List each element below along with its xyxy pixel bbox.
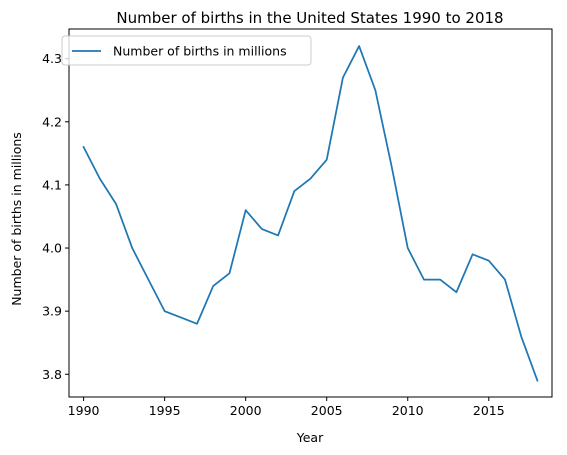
x-tick-label: 1995 [149, 403, 181, 418]
data-point [212, 285, 214, 287]
y-tick-label: 3.8 [42, 367, 62, 382]
y-axis-ticks: 3.8 3.9 4.0 4.1 4.2 4.3 [42, 51, 69, 382]
data-point [423, 278, 425, 280]
data-point [228, 272, 230, 274]
x-tick-label: 2000 [230, 403, 262, 418]
data-point [163, 310, 165, 312]
data-point [115, 203, 117, 205]
chart-title: Number of births in the United States 19… [116, 9, 503, 27]
x-tick-label: 2015 [473, 403, 505, 418]
y-tick-label: 3.9 [42, 304, 62, 319]
data-point [261, 228, 263, 230]
data-point [277, 234, 279, 236]
data-point [455, 291, 457, 293]
data-point [536, 379, 538, 381]
x-axis-label: Year [296, 430, 324, 445]
y-tick-label: 4.3 [42, 51, 62, 66]
data-point [471, 253, 473, 255]
data-point [504, 278, 506, 280]
data-point [407, 247, 409, 249]
data-point [342, 76, 344, 78]
y-tick-label: 4.1 [42, 177, 62, 192]
chart-legend: Number of births in millions [61, 35, 312, 66]
data-point [439, 278, 441, 280]
y-tick-label: 4.0 [42, 241, 62, 256]
y-tick-label: 4.2 [42, 114, 62, 129]
y-axis-label: Number of births in millions [9, 132, 24, 306]
x-tick-label: 2005 [311, 403, 343, 418]
x-tick-label: 2010 [392, 403, 424, 418]
data-point [147, 278, 149, 280]
data-point [131, 247, 133, 249]
axes-frame [68, 28, 553, 398]
data-point [358, 45, 360, 47]
data-point [180, 316, 182, 318]
data-point [196, 323, 198, 325]
data-point [244, 209, 246, 211]
legend-label-births: Number of births in millions [113, 44, 287, 59]
data-point [99, 177, 101, 179]
data-point [293, 190, 295, 192]
series-line-0 [82, 45, 539, 382]
data-point [520, 335, 522, 337]
data-point [309, 177, 311, 179]
x-axis-ticks: 1990 1995 2000 2005 2010 2015 [68, 397, 505, 418]
plot-area: 1990 1995 2000 2005 2010 2015 3.8 3.9 4.0 4.1 4.2… [42, 28, 553, 418]
x-tick-label: 1990 [68, 403, 100, 418]
data-point [326, 158, 328, 160]
legend-box [61, 35, 312, 66]
data-point [390, 165, 392, 167]
data-point [82, 146, 84, 148]
data-point [488, 259, 490, 261]
series-layer [82, 45, 539, 382]
data-point [374, 89, 376, 91]
